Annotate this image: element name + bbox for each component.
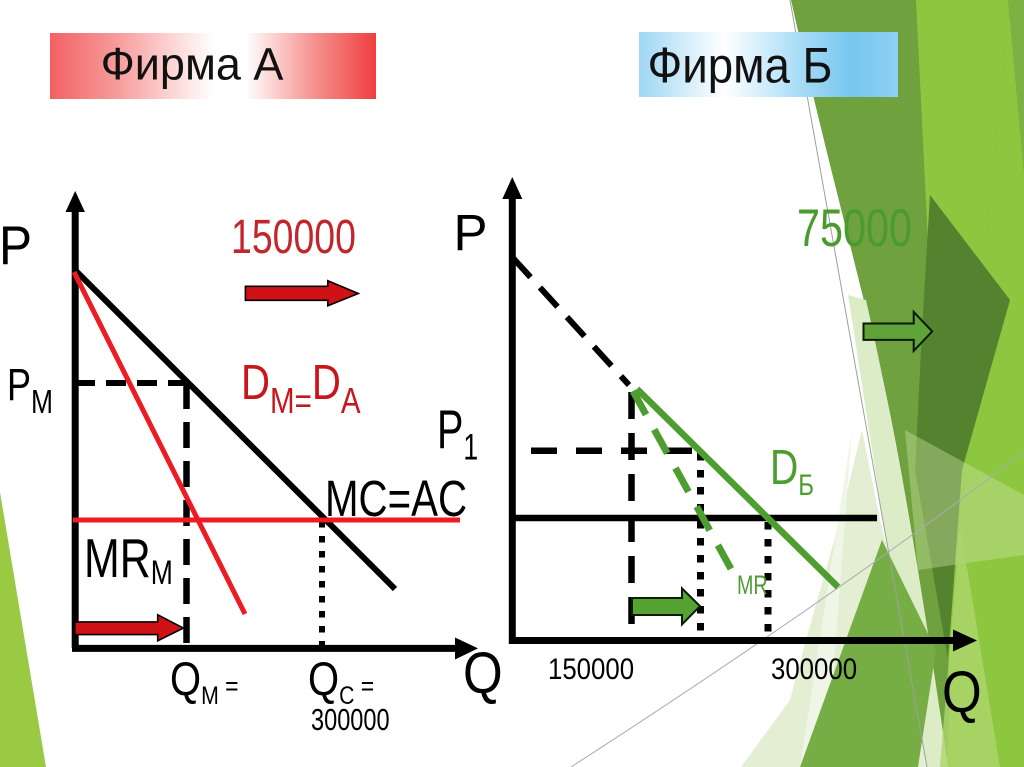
svg-text:150000: 150000 [231,211,356,265]
svg-text:MR: MR [737,571,768,601]
svg-text:Фирма Б: Фирма Б [648,39,833,94]
svg-text:Фирма А: Фирма А [101,39,284,90]
svg-text:Q: Q [463,641,503,706]
svg-text:P: P [0,216,32,277]
svg-text:P: P [454,204,488,261]
svg-text:MC=AC: MC=AC [325,469,467,527]
svg-text:300000: 300000 [311,702,390,737]
svg-text:Q: Q [942,660,982,725]
svg-text:75000: 75000 [797,199,912,258]
svg-text:150000: 150000 [548,652,634,685]
svg-text:300000: 300000 [771,652,857,685]
